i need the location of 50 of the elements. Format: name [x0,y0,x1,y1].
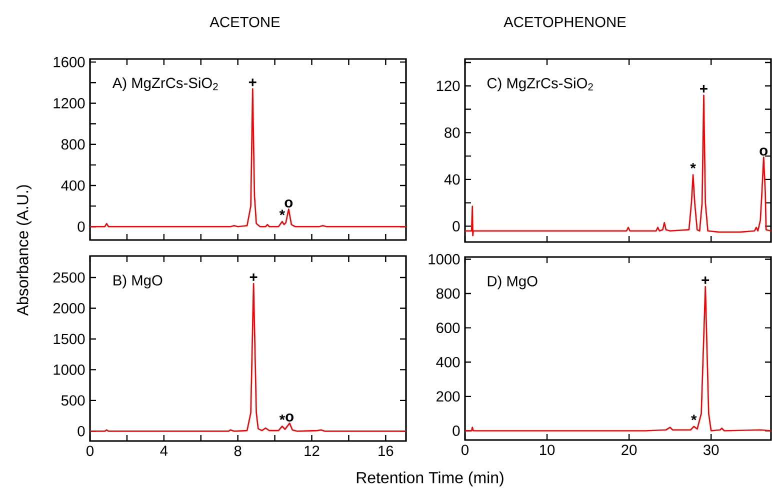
x-tick-label: 30 [704,444,719,456]
y-tick-label: 400 [61,180,85,191]
x-tick-label: 20 [622,444,637,456]
y-tick-label: 200 [436,391,460,402]
annotation: A) MgZrCs-SiO$_{2}$ [112,77,218,92]
y-tick-label: 120 [436,80,460,92]
annotation: + [702,276,710,284]
annotation: * [690,163,696,169]
y-tick-label: 1500 [54,334,85,344]
annotation: o [286,414,294,422]
x-tick-label: 16 [378,446,394,456]
y-tick-label: 2500 [53,272,85,283]
line-series [464,94,772,236]
annotation: o [284,200,293,208]
y-axis-title: Absorbance (A.U.) [16,185,32,316]
annotation: B) MgO [114,274,162,288]
x-tick-label: 12 [304,446,320,456]
y-tick-label: 0 [452,426,460,436]
y-tick-label: 0 [78,426,85,436]
y-tick-label: 2000 [53,303,85,314]
x-axis-title: Retention Time (min) [356,472,504,486]
y-tick-label: 1200 [54,98,85,108]
annotation: C) MgZrCs-SiO$_{2}$ [487,78,593,92]
y-tick-label: 0 [452,221,460,232]
chart-title: ACETONE [210,16,280,28]
annotation: o [760,148,768,156]
annotation: + [700,85,708,92]
x-tick-label: 8 [234,446,242,456]
annotation: * [279,210,286,216]
x-tick-label: 0 [461,444,468,456]
x-tick-label: 4 [160,446,168,456]
y-tick-label: 0 [78,221,85,232]
x-tick-label: 0 [86,446,94,456]
y-tick-label: 400 [436,356,460,368]
annotation: + [250,273,258,281]
y-tick-label: 1000 [428,254,460,264]
y-tick-label: 40 [444,174,460,185]
y-tick-label: 1000 [54,364,85,375]
y-tick-label: 500 [61,395,85,406]
chart-title: ACETOPHENONE [504,16,626,28]
y-tick-label: 1600 [54,56,85,68]
y-tick-label: 800 [61,139,85,150]
y-tick-label: 600 [436,322,460,334]
annotation: D) MgO [488,276,538,290]
annotation: * [279,414,286,420]
y-tick-label: 800 [436,288,460,299]
x-tick-label: 10 [540,444,555,456]
y-tick-label: 80 [444,127,460,138]
annotation: + [248,78,256,86]
annotation: * [691,414,697,420]
